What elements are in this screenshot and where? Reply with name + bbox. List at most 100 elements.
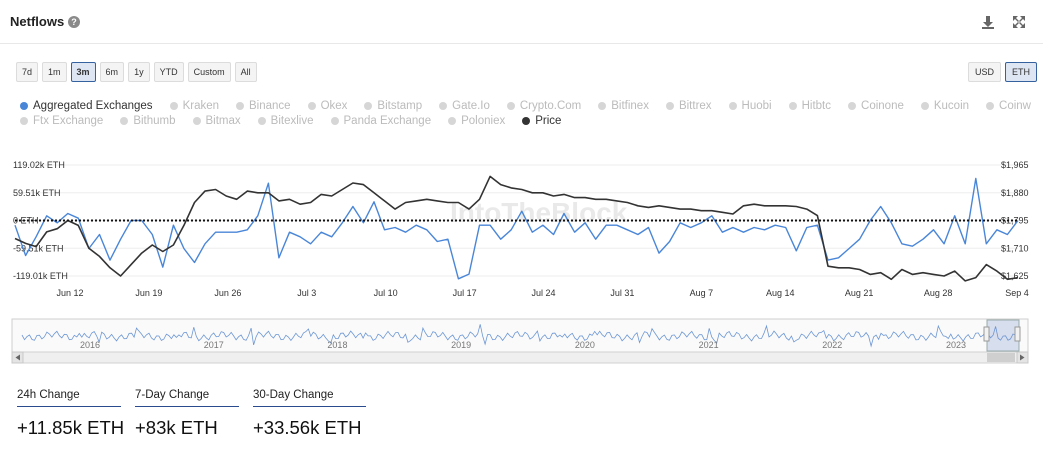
legend-label: Huobi: [741, 100, 772, 112]
legend-item-kucoin[interactable]: Kucoin: [920, 99, 970, 113]
legend-label: Kraken: [182, 100, 219, 112]
legend-label: Kucoin: [933, 100, 970, 112]
stat-value: +83k ETH: [135, 417, 218, 438]
unit-button-usd[interactable]: USD: [968, 62, 1002, 82]
legend-item-bithumb[interactable]: Bithumb: [120, 114, 176, 128]
legend-label: Bitfinex: [611, 100, 649, 112]
range-button-ytd[interactable]: YTD: [153, 62, 184, 82]
navigator-year-label: 2021: [699, 340, 719, 350]
y-tick-label-left: -59.51k ETH: [13, 243, 64, 253]
legend-marker: [920, 102, 929, 110]
range-button-all[interactable]: All: [234, 62, 257, 82]
range-button-6m[interactable]: 6m: [99, 62, 125, 82]
legend-item-coinw[interactable]: Coinw: [986, 99, 1031, 113]
legend-item-bittrex[interactable]: Bittrex: [665, 99, 712, 113]
stat-label: 7-Day Change: [135, 389, 239, 407]
legend-item-aggregated-exchanges[interactable]: Aggregated Exchanges: [20, 99, 153, 113]
legend-label: Bitexlive: [270, 115, 314, 127]
legend-item-bitstamp[interactable]: Bitstamp: [364, 99, 422, 113]
legend-item-ftx-exchange[interactable]: Ftx Exchange: [20, 114, 103, 128]
navigator-year-label: 2023: [946, 340, 966, 350]
legend-marker: [522, 117, 531, 125]
legend-item-huobi[interactable]: Huobi: [728, 99, 772, 113]
legend-item-hitbtc[interactable]: Hitbtc: [788, 99, 832, 113]
legend-label: Gate.Io: [452, 100, 490, 112]
stat-value: +11.85k ETH: [17, 417, 125, 438]
y-tick-label-right: $1,710: [1001, 243, 1029, 253]
legend-label: Bittrex: [678, 100, 712, 112]
legend-label: Bitmax: [205, 115, 241, 127]
legend-label: Coinone: [861, 100, 904, 112]
legend-item-gate-io[interactable]: Gate.Io: [439, 99, 490, 113]
range-button-3m[interactable]: 3m: [70, 62, 96, 82]
y-tick-label-left: 0 ETH: [13, 216, 39, 226]
y-tick-label-right: $1,625: [1001, 271, 1029, 281]
navigator-handle-right[interactable]: [1014, 326, 1021, 342]
legend-marker: [439, 102, 448, 110]
range-button-custom[interactable]: Custom: [187, 62, 231, 82]
legend-marker: [236, 102, 244, 110]
time-navigator[interactable]: 2016 2017 2018 2019 2020 2021 2022 2023: [0, 316, 1043, 366]
unit-selector: USD ETH: [968, 62, 1038, 82]
scroll-left-arrow-icon: [15, 354, 20, 361]
x-tick-label: Aug 28: [924, 288, 953, 298]
change-stats: 24h Change +11.85k ETH 7-Day Change +83k ET…: [17, 389, 366, 439]
x-tick-label: Jun 19: [135, 288, 162, 298]
x-tick-label: Jun 26: [214, 288, 241, 298]
legend-item-okex[interactable]: Okex: [307, 99, 348, 113]
legend-item-bitfinex[interactable]: Bitfinex: [598, 99, 649, 113]
navigator-scrollbar[interactable]: [11, 351, 1029, 364]
legend-item-panda-exchange[interactable]: Panda Exchange: [330, 114, 432, 128]
legend-item-price[interactable]: Price: [522, 114, 561, 128]
legend-marker: [788, 102, 797, 110]
legend-marker: [728, 102, 737, 110]
help-icon[interactable]: ?: [68, 16, 80, 28]
navigator-year-label: 2020: [575, 340, 595, 350]
navigator-selection[interactable]: [986, 319, 1020, 352]
x-tick-label: Jul 31: [610, 288, 634, 298]
x-tick-label: Sep 4: [1005, 288, 1029, 298]
legend-marker: [665, 102, 674, 110]
scrollbar-thumb[interactable]: [987, 353, 1015, 362]
navigator-year-label: 2018: [327, 340, 347, 350]
legend-marker: [986, 102, 995, 110]
legend-label: Hitbtc: [801, 100, 832, 112]
series-line-aggregated-exchanges[interactable]: [14, 177, 1019, 280]
y-tick-label-right: $1,965: [1001, 160, 1029, 170]
y-tick-label-left: 119.02k ETH: [13, 160, 65, 170]
navigator-handle-left[interactable]: [983, 326, 990, 342]
legend-label: Panda Exchange: [343, 115, 432, 127]
range-button-1m[interactable]: 1m: [42, 62, 67, 82]
legend-item-coinone[interactable]: Coinone: [848, 99, 904, 113]
download-icon[interactable]: [980, 14, 996, 30]
expand-icon[interactable]: [1011, 14, 1027, 30]
navigator-year-label: 2022: [822, 340, 842, 350]
x-tick-label: Aug 21: [845, 288, 874, 298]
legend-item-crypto-com[interactable]: Crypto.Com: [506, 99, 581, 113]
series-line-price[interactable]: [14, 175, 1019, 282]
x-tick-label: Aug 14: [766, 288, 795, 298]
legend-label: Poloniex: [461, 115, 506, 127]
legend-item-bitexlive[interactable]: Bitexlive: [257, 114, 314, 128]
legend-label: Price: [535, 115, 562, 127]
legend-label: Okex: [320, 100, 348, 112]
netflows-chart[interactable]: 119.02k ETH $1,965 59.51k ETH $1,880 0 ETH $1…: [0, 150, 1043, 300]
range-button-1y[interactable]: 1y: [128, 62, 150, 82]
chart-legend: Aggregated Exchanges Kraken Binance Okex Bit…: [20, 99, 1035, 128]
y-tick-label-left: 59.51k ETH: [13, 188, 61, 198]
legend-item-kraken[interactable]: Kraken: [169, 99, 219, 113]
legend-label: Bithumb: [133, 115, 176, 127]
x-tick-label: Aug 7: [690, 288, 714, 298]
navigator-year-label: 2017: [204, 340, 224, 350]
y-tick-label-left: -119.01k ETH: [13, 271, 68, 281]
unit-button-eth[interactable]: ETH: [1005, 62, 1038, 82]
legend-marker: [192, 117, 201, 125]
legend-item-poloniex[interactable]: Poloniex: [448, 114, 505, 128]
legend-label: Bitstamp: [377, 100, 423, 112]
stat-value: +33.56k ETH: [253, 417, 362, 438]
x-tick-label: Jun 12: [56, 288, 83, 298]
legend-item-bitmax[interactable]: Bitmax: [192, 114, 241, 128]
x-tick-label: Jul 24: [531, 288, 555, 298]
range-button-7d[interactable]: 7d: [16, 62, 39, 82]
legend-item-binance[interactable]: Binance: [236, 99, 291, 113]
